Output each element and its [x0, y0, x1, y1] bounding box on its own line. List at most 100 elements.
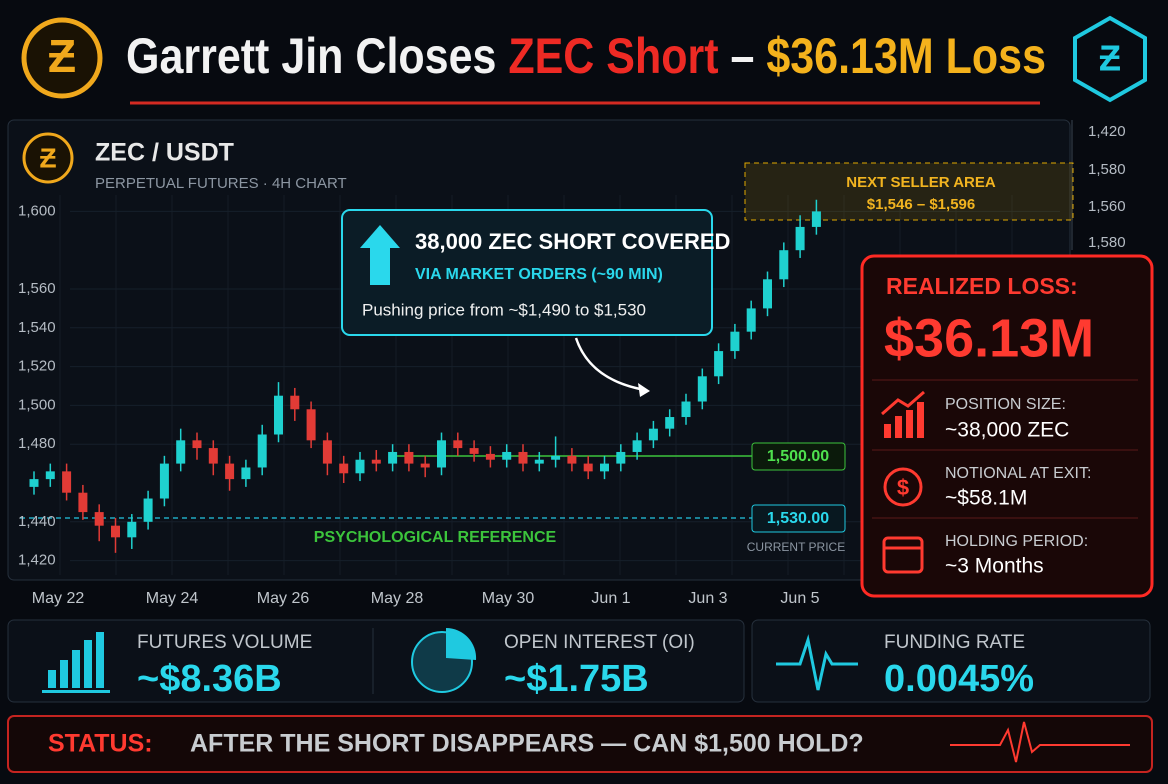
candle-body	[502, 451, 512, 460]
y-tick-label: 1,560	[18, 280, 56, 297]
y-tick-label: 1,440	[18, 513, 56, 530]
status-pulse	[950, 721, 1130, 763]
level-badge	[751, 442, 846, 471]
loss-label: REALIZED LOSS:	[886, 273, 1078, 299]
candle-body	[681, 401, 691, 418]
level-label: 1,530.00	[767, 510, 829, 527]
candle-body	[306, 409, 316, 441]
dollar-icon	[883, 467, 923, 507]
candle-body	[583, 463, 593, 472]
pair-subtitle: PERPETUAL FUTURES · 4H CHART	[95, 175, 347, 192]
candle-body	[567, 455, 577, 464]
x-tick-label: Jun 5	[780, 590, 819, 607]
candle-body	[62, 471, 72, 493]
y-tick-label: 1,520	[18, 358, 56, 375]
right-tick-label: 1,420	[1088, 123, 1126, 140]
callout-arrow	[574, 337, 646, 392]
candle-body	[453, 440, 463, 449]
title-part: –	[719, 28, 767, 84]
x-tick-label: May 24	[146, 590, 199, 607]
stat-value: ~$1.75B	[504, 658, 649, 700]
x-tick-label: May 30	[482, 590, 535, 607]
candle-body	[746, 308, 756, 332]
y-tick-label: 1,600	[18, 202, 56, 219]
candle-body	[371, 459, 381, 464]
candle-body	[763, 279, 772, 309]
y-tick-label: 1,500	[18, 396, 56, 413]
candle-body	[388, 451, 398, 464]
candle-body	[290, 395, 300, 410]
candle-body	[518, 451, 528, 464]
stats-panel	[7, 619, 745, 703]
level-label: 1,500.00	[767, 448, 829, 465]
candle-body	[485, 453, 495, 460]
stats-panel	[751, 619, 1151, 703]
candle-body	[795, 226, 805, 251]
y-tick-label: 1,540	[18, 319, 56, 336]
zec-logo-glyph: Ƶ	[48, 30, 76, 82]
candle-body	[111, 525, 120, 538]
bars-icon	[881, 390, 925, 438]
calendar-icon	[882, 536, 924, 574]
candle-body	[192, 440, 202, 449]
stat-label: FUTURES VOLUME	[137, 632, 312, 653]
candle-body	[208, 448, 218, 464]
header-title: Garrett Jin Closes ZEC Short – $36.13M L…	[126, 28, 1046, 84]
hex-logo	[1073, 15, 1147, 103]
status-text: AFTER THE SHORT DISAPPEARS — CAN $1,500 …	[190, 730, 864, 758]
candle-body	[616, 451, 626, 464]
candle-body	[811, 211, 821, 227]
candle-body	[78, 492, 88, 513]
seller-area	[744, 162, 1074, 221]
seller-area-title: NEXT SELLER AREA	[846, 174, 996, 191]
candle-body	[355, 459, 365, 474]
hex-logo-glyph: Ƶ	[1099, 38, 1121, 79]
candle-body	[648, 428, 658, 441]
candle-body	[437, 440, 446, 468]
candle-body	[257, 434, 267, 468]
callout-box	[341, 209, 713, 336]
pair-logo-glyph: Ƶ	[39, 142, 56, 173]
y-tick-label: 1,480	[18, 435, 56, 452]
seller-area-range: $1,546 – $1,596	[867, 196, 975, 213]
callout-detail: Pushing price from ~$1,490 to $1,530	[362, 300, 646, 319]
item-label: NOTIONAL AT EXIT:	[945, 465, 1091, 482]
candle-body	[665, 417, 675, 429]
title-part: ZEC Short	[508, 28, 719, 84]
right-tick-label: 1,580	[1088, 234, 1126, 251]
candle-body	[420, 463, 430, 468]
candle-body	[714, 351, 724, 377]
candle-body	[127, 521, 137, 538]
candle-body	[159, 463, 169, 499]
stat-value: 0.0045%	[884, 658, 1034, 700]
pulse-icon	[776, 634, 858, 691]
candle-body	[322, 440, 332, 464]
level-note: CURRENT PRICE	[747, 540, 845, 554]
candles	[29, 199, 821, 553]
dollar-icon-glyph: $	[897, 475, 909, 500]
candle-body	[534, 459, 544, 464]
pie-icon-slice	[446, 627, 477, 660]
right-tick-label: 1,580	[1088, 161, 1126, 178]
zec-logo	[21, 17, 103, 99]
up-arrow	[360, 225, 400, 285]
x-tick-label: Jun 3	[688, 590, 727, 607]
right-tick-label: 1,560	[1088, 198, 1126, 215]
item-label: HOLDING PERIOD:	[945, 533, 1088, 550]
pair-logo	[22, 132, 74, 184]
candle-body	[29, 479, 39, 487]
reference-label: PSYCHOLOGICAL REFERENCE	[314, 529, 557, 546]
callout-arrowhead	[638, 383, 650, 397]
status-bar	[7, 715, 1153, 773]
candle-body	[697, 376, 707, 402]
loss-panel	[860, 254, 1154, 598]
candle-body	[225, 463, 235, 480]
loss-amount: $36.13M	[884, 308, 1094, 368]
stat-label: FUNDING RATE	[884, 632, 1025, 653]
pair-title: ZEC / USDT	[95, 139, 234, 167]
candle-body	[143, 498, 153, 522]
candle-body	[469, 448, 479, 454]
volume-icon	[42, 632, 110, 693]
candle-body	[274, 395, 283, 435]
